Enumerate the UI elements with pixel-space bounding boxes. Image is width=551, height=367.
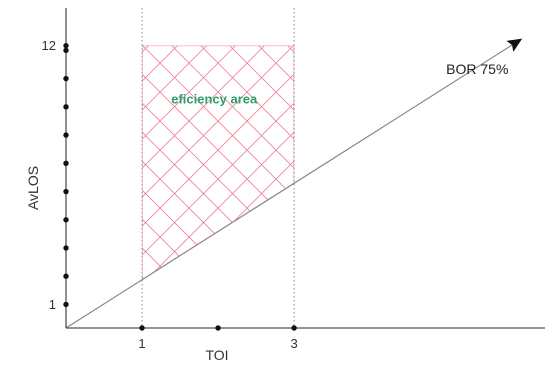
hatch-line [142,45,149,280]
efficiency-area-hatch [0,45,551,328]
hatch-line [287,45,295,280]
hatch-line [462,46,551,328]
hatch-line [0,46,91,328]
hatch-line [417,46,551,328]
y-tick-mark [63,75,69,82]
hatch-line [142,45,295,280]
y-tick-mark [63,217,69,223]
hatch-line [142,45,295,280]
series-lines [65,38,523,329]
arrow-head-icon [506,38,523,52]
y-tick-mark [63,47,69,54]
hatch-line [258,45,295,280]
guide-lines [141,8,295,328]
hatch-line [346,46,551,328]
y-axis-title: AvLOS [25,166,41,210]
y-tick-mark [63,132,69,138]
hatch-line [0,46,106,328]
hatch-line [271,45,295,280]
hatch-line [171,45,295,280]
x-axis-title: TOI [205,347,228,363]
bor-75-line [65,44,513,329]
hatch-line [142,45,295,280]
y-tick-12 [63,42,69,49]
hatch-line [213,45,295,280]
hatch-line [142,45,294,280]
hatch-line [142,45,295,280]
y-tick-label-12: 12 [42,38,56,53]
hatch-line [317,46,551,328]
y-tick-mark [63,104,69,110]
y-tick-1 [63,301,69,308]
hatch-line [142,45,236,280]
y-tick-mark [63,188,69,195]
x-tick-label-3: 3 [290,336,297,351]
x-tick-3 [291,325,297,331]
hatch-line [142,45,295,280]
hatch-line [0,46,4,328]
hatch-line [491,46,551,328]
hatch-line [0,46,19,328]
hatch-line [142,45,207,280]
hatch-line [0,46,120,328]
axes [65,8,545,329]
ticks: 1 12 1 3 [42,38,298,351]
hatch-line [142,45,295,280]
hatch-line [433,46,551,328]
hatch-line [142,45,295,280]
efficiency-area-label: eficiency area [171,91,258,106]
hatch-line [155,45,295,280]
hatch-line [142,45,265,280]
hatch-line [200,45,295,280]
hatch-line [446,46,551,328]
hatch-line [520,46,551,328]
x-tick-2 [215,325,221,331]
hatch-line [0,46,135,328]
hatch-line [404,46,551,328]
hatch-line [229,45,295,280]
hatch-line [142,45,281,280]
hatch-line [142,45,295,280]
y-tick-mark [63,245,69,251]
hatch-line [388,46,551,328]
efficiency-area-outline [142,45,295,280]
y-tick-mark [63,273,69,279]
hatch-line [330,46,551,328]
y-tick-label-1: 1 [49,297,56,312]
hatch-line [184,45,295,280]
y-tick-mark [63,160,69,166]
hatch-line [142,45,295,280]
x-tick-1 [139,325,145,331]
hatch-line [359,46,551,328]
hatch-line [301,46,551,328]
x-tick-label-1: 1 [138,336,145,351]
hatch-line [375,46,551,328]
hatch-line [242,45,295,280]
bor-75-label: BOR 75% [446,61,508,77]
